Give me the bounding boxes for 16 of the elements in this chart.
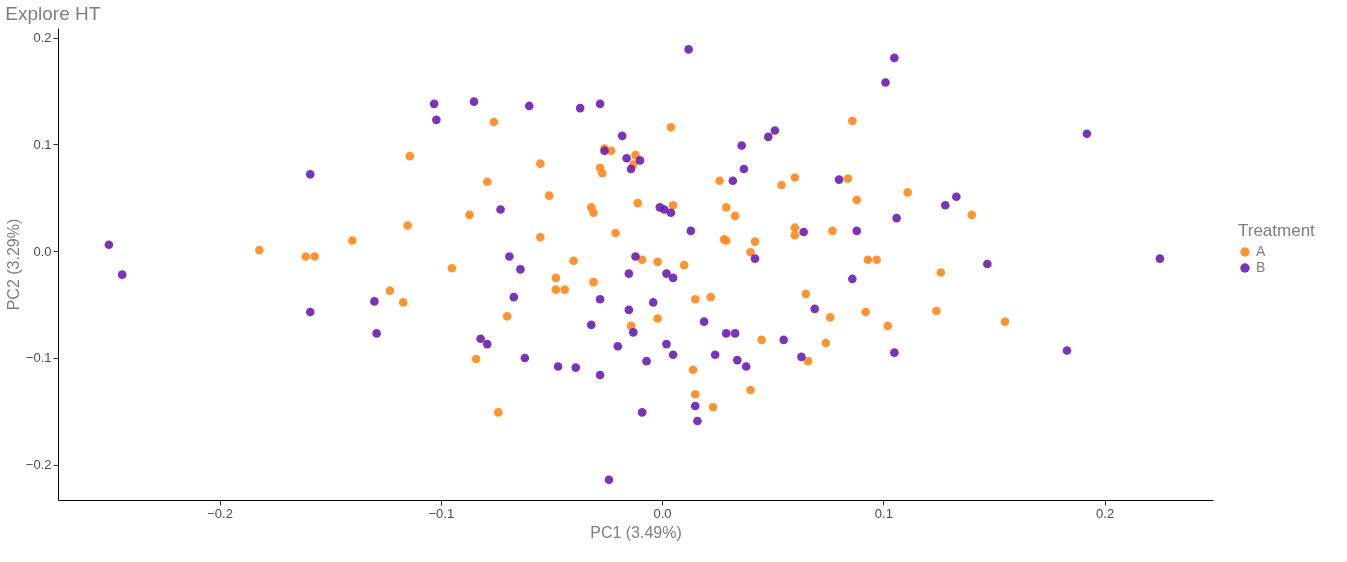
legend-label: A: [1256, 243, 1266, 259]
x-tick-label: −0.2: [207, 505, 233, 521]
x-tick-label: 0.1: [874, 505, 893, 521]
chart-title: Explore HT: [5, 3, 101, 24]
y-tick-label: −0.2: [25, 457, 52, 473]
y-tick-label: −0.1: [25, 350, 52, 366]
x-tick-label: −0.1: [428, 505, 455, 521]
x-tick-label: 0.0: [653, 505, 672, 521]
legend-title: Treatment: [1238, 221, 1316, 240]
y-axis-title: PC2 (3.29%): [4, 218, 22, 311]
x-axis-title: PC1 (3.49%): [590, 523, 682, 541]
x-tick-label: 0.2: [1096, 505, 1115, 521]
y-tick-label: 0.0: [33, 243, 52, 259]
y-tick-label: 0.1: [33, 136, 52, 152]
legend-label: B: [1256, 259, 1266, 275]
y-tick-label: 0.2: [33, 30, 52, 46]
